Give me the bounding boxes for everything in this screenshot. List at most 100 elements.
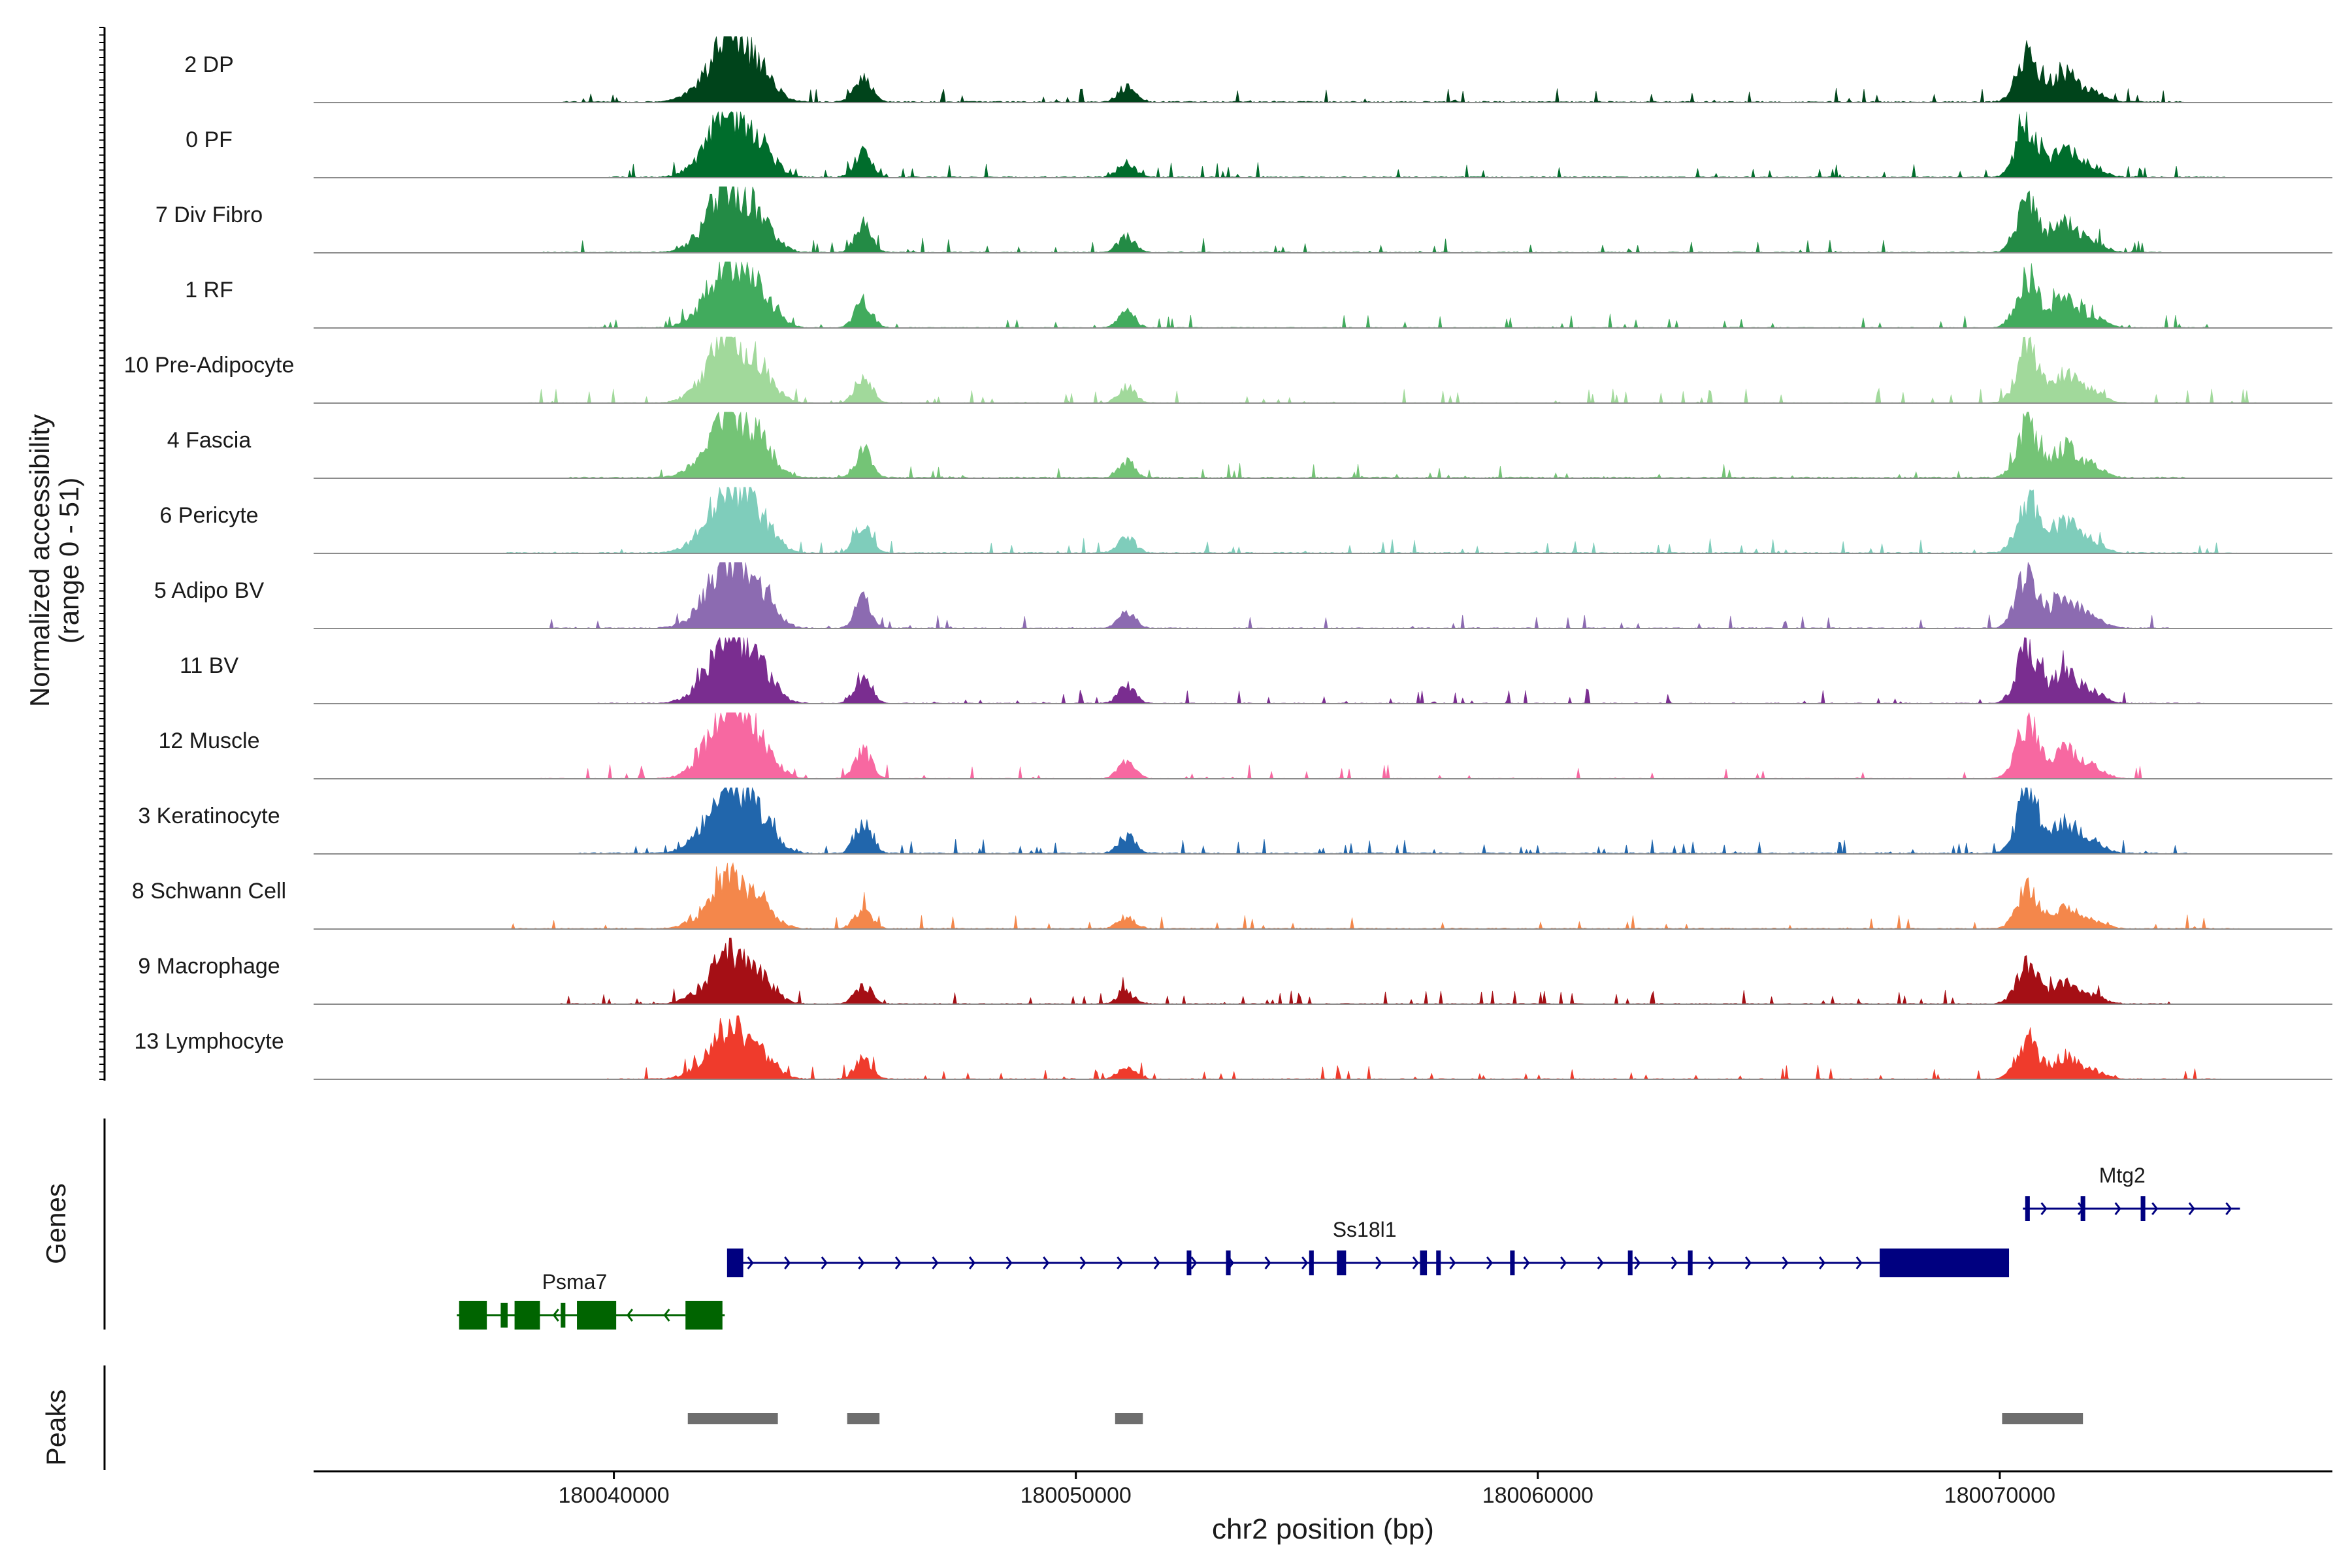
coverage-area-track-4 bbox=[520, 336, 2258, 404]
gene-exon-psma7 bbox=[561, 1303, 566, 1328]
peak-region bbox=[687, 1413, 778, 1424]
gene-strand-chevron bbox=[1855, 1256, 1863, 1269]
track-label-3: 1 RF bbox=[185, 278, 233, 302]
coverage-area-track-9 bbox=[530, 711, 2148, 779]
gene-strand-chevron bbox=[1190, 1256, 1198, 1269]
gene-strand-chevron bbox=[968, 1256, 976, 1269]
coverage-tracks: 2 DP 0 PF 7 Div Fibro 1 RF 10 Pre-Adipocyte 4… bbox=[124, 36, 2332, 1081]
track-label-13: 13 Lymphocyte bbox=[134, 1029, 284, 1054]
x-axis-title: chr2 position (bp) bbox=[1212, 1513, 1434, 1545]
x-tick-label: 180040000 bbox=[559, 1483, 670, 1508]
gene-exon-psma7 bbox=[514, 1301, 540, 1330]
peak-region bbox=[847, 1413, 880, 1424]
gene-strand-chevron bbox=[1412, 1256, 1419, 1269]
gene-strand-chevron bbox=[1375, 1256, 1382, 1269]
gene-strand-chevron bbox=[1671, 1256, 1678, 1269]
gene-label-psma7: Psma7 bbox=[542, 1270, 608, 1294]
y-axis-label-line1: Normalized accessibility bbox=[24, 414, 55, 707]
gene-strand-chevron bbox=[1560, 1256, 1567, 1269]
coverage-area-track-1 bbox=[607, 111, 2232, 178]
track-label-7: 5 Adipo BV bbox=[154, 578, 265, 603]
track-label-4: 10 Pre-Adipocyte bbox=[124, 353, 295, 378]
gene-strand-chevron bbox=[1043, 1256, 1050, 1269]
gene-strand-chevron bbox=[1819, 1256, 1826, 1269]
gene-strand-chevron bbox=[1005, 1256, 1013, 1269]
gene-strand-chevron bbox=[1523, 1256, 1530, 1269]
gene-exon-ss18l1 bbox=[1337, 1250, 1347, 1275]
track-label-8: 11 BV bbox=[180, 653, 238, 678]
gene-strand-chevron bbox=[552, 1309, 559, 1322]
track-label-0: 2 DP bbox=[184, 52, 234, 77]
x-axis: 180040000 180050000 180060000 180070000 bbox=[314, 1470, 2332, 1508]
gene-strand-chevron bbox=[932, 1256, 939, 1269]
gene-strand-chevron bbox=[858, 1256, 865, 1269]
gene-strand-chevron bbox=[1634, 1256, 1641, 1269]
gene-strand-chevron bbox=[2225, 1202, 2232, 1215]
gene-exon-psma7 bbox=[685, 1301, 723, 1330]
x-tick-label: 180050000 bbox=[1021, 1483, 1132, 1508]
gene-exon-ss18l1 bbox=[1186, 1250, 1192, 1275]
left-axes bbox=[99, 27, 106, 1470]
y-axis-label-line2: (range 0 - 51) bbox=[54, 478, 84, 644]
gene-exon-mtg2 bbox=[2025, 1196, 2030, 1221]
gene-strand-chevron bbox=[894, 1256, 902, 1269]
gene-exon-ss18l1 bbox=[1627, 1250, 1633, 1275]
gene-strand-chevron bbox=[1153, 1256, 1160, 1269]
gene-exon-ss18l1 bbox=[1420, 1250, 1428, 1275]
gene-strand-chevron bbox=[1264, 1256, 1271, 1269]
coverage-area-track-7 bbox=[549, 561, 2169, 629]
gene-strand-chevron bbox=[784, 1256, 791, 1269]
gene-exon-ss18l1 bbox=[1309, 1250, 1314, 1275]
gene-exon-ss18l1 bbox=[1226, 1250, 1231, 1275]
track-label-10: 3 Keratinocyte bbox=[138, 804, 280, 828]
coverage-area-track-10 bbox=[578, 787, 2195, 855]
peak-region bbox=[2002, 1413, 2083, 1424]
gene-strand-chevron bbox=[1486, 1256, 1493, 1269]
gene-strand-chevron bbox=[1449, 1256, 1456, 1269]
gene-exon-mtg2 bbox=[2140, 1196, 2146, 1221]
coverage-area-track-13 bbox=[607, 1015, 2222, 1081]
track-label-11: 8 Schwann Cell bbox=[132, 879, 286, 904]
peak-region bbox=[1115, 1413, 1143, 1424]
gene-strand-chevron bbox=[821, 1256, 828, 1269]
gene-strand-chevron bbox=[747, 1256, 754, 1269]
gene-strand-chevron bbox=[1301, 1256, 1309, 1269]
coverage-area-track-12 bbox=[559, 938, 2174, 1005]
gene-strand-chevron bbox=[1117, 1256, 1124, 1269]
coverage-area-track-0 bbox=[559, 36, 2185, 103]
peaks-panel bbox=[687, 1413, 2083, 1424]
gene-label-ss18l1: Ss18l1 bbox=[1333, 1218, 1397, 1241]
genes-panel: Ss18l1 Psma7 Mtg2 bbox=[457, 1164, 2240, 1330]
gene-exon-mtg2 bbox=[2080, 1196, 2085, 1221]
gene-exon-ss18l1 bbox=[1688, 1250, 1693, 1275]
track-label-6: 6 Pericyte bbox=[159, 503, 258, 528]
gene-strand-chevron bbox=[2040, 1202, 2048, 1215]
coverage-area-track-8 bbox=[597, 636, 2216, 704]
track-label-1: 0 PF bbox=[186, 127, 233, 152]
peaks-section-label: Peaks bbox=[41, 1390, 71, 1466]
gene-strand-chevron bbox=[663, 1309, 670, 1322]
gene-strand-chevron bbox=[2151, 1202, 2159, 1215]
gene-strand-chevron bbox=[626, 1309, 634, 1322]
coverage-area-track-2 bbox=[540, 186, 2164, 253]
x-tick-label: 180060000 bbox=[1482, 1483, 1593, 1508]
coverage-area-track-6 bbox=[501, 487, 2238, 554]
gene-strand-chevron bbox=[2114, 1202, 2121, 1215]
gene-strand-chevron bbox=[1744, 1256, 1752, 1269]
gene-exon-ss18l1 bbox=[1436, 1250, 1441, 1275]
track-label-9: 12 Muscle bbox=[159, 728, 260, 753]
gene-exon-ss18l1 bbox=[1510, 1250, 1515, 1275]
gene-strand-chevron bbox=[1708, 1256, 1715, 1269]
coverage-area-track-5 bbox=[568, 411, 2190, 479]
gene-strand-chevron bbox=[1782, 1256, 1789, 1269]
gene-exon-psma7 bbox=[459, 1301, 487, 1330]
gene-exon-ss18l1 bbox=[727, 1249, 743, 1277]
gene-strand-chevron bbox=[1079, 1256, 1086, 1269]
gene-exon-ss18l1 bbox=[1880, 1249, 2010, 1277]
gene-exon-psma7 bbox=[500, 1303, 508, 1328]
genes-section-label: Genes bbox=[41, 1183, 71, 1264]
gene-label-mtg2: Mtg2 bbox=[2099, 1164, 2146, 1187]
gene-strand-chevron bbox=[1597, 1256, 1604, 1269]
x-tick-label: 180070000 bbox=[1944, 1483, 2055, 1508]
